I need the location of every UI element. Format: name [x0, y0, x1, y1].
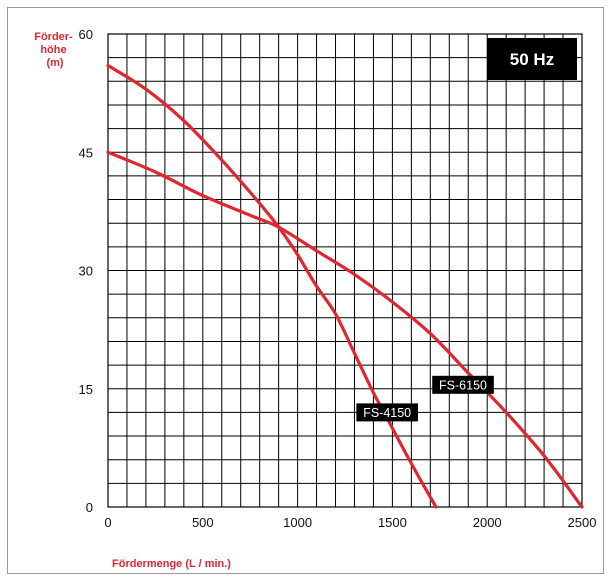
series-line-fs-4150	[106, 63, 438, 509]
series-label-box-fs-4150	[356, 403, 418, 422]
y-tick-label: 45	[79, 145, 93, 160]
grid	[107, 33, 583, 508]
curves	[106, 63, 584, 509]
y-tick-label: 15	[79, 382, 93, 397]
x-tick-label: 2500	[568, 515, 597, 530]
y-axis-title-line-1: Förder-	[34, 31, 73, 43]
x-axis-title: Fördermenge (L / min.)	[112, 558, 231, 570]
x-tick-label: 0	[104, 515, 111, 530]
x-tick-label: 500	[192, 515, 214, 530]
y-tick-label: 60	[79, 27, 93, 42]
y-tick-label: 30	[79, 264, 93, 279]
series-line-fs-6150	[106, 150, 584, 509]
frequency-badge-text: 50 Hz	[510, 50, 554, 69]
series-label-box-fs-6150	[432, 375, 494, 394]
series-label-fs-4150: FS-4150	[363, 406, 411, 420]
chart-frame	[7, 7, 604, 574]
series-labels: FS-4150 FS-6150	[356, 375, 494, 422]
y-tick-label: 0	[86, 500, 93, 515]
y-axis-title-line-3: (m)	[46, 57, 63, 69]
x-tick-label: 1500	[378, 515, 407, 530]
y-axis-title-line-2: höhe	[40, 44, 66, 56]
series-label-fs-6150: FS-6150	[439, 378, 487, 392]
y-axis-title: Förder- höhe (m)	[34, 31, 76, 69]
x-tick-label: 1000	[283, 515, 312, 530]
x-axis-ticks: 0 500 1000 1500 2000 2500	[104, 515, 596, 530]
x-tick-label: 2000	[473, 515, 502, 530]
y-axis-ticks: 0 15 30 45 60	[79, 27, 93, 515]
frequency-badge: 50 Hz	[487, 38, 577, 80]
